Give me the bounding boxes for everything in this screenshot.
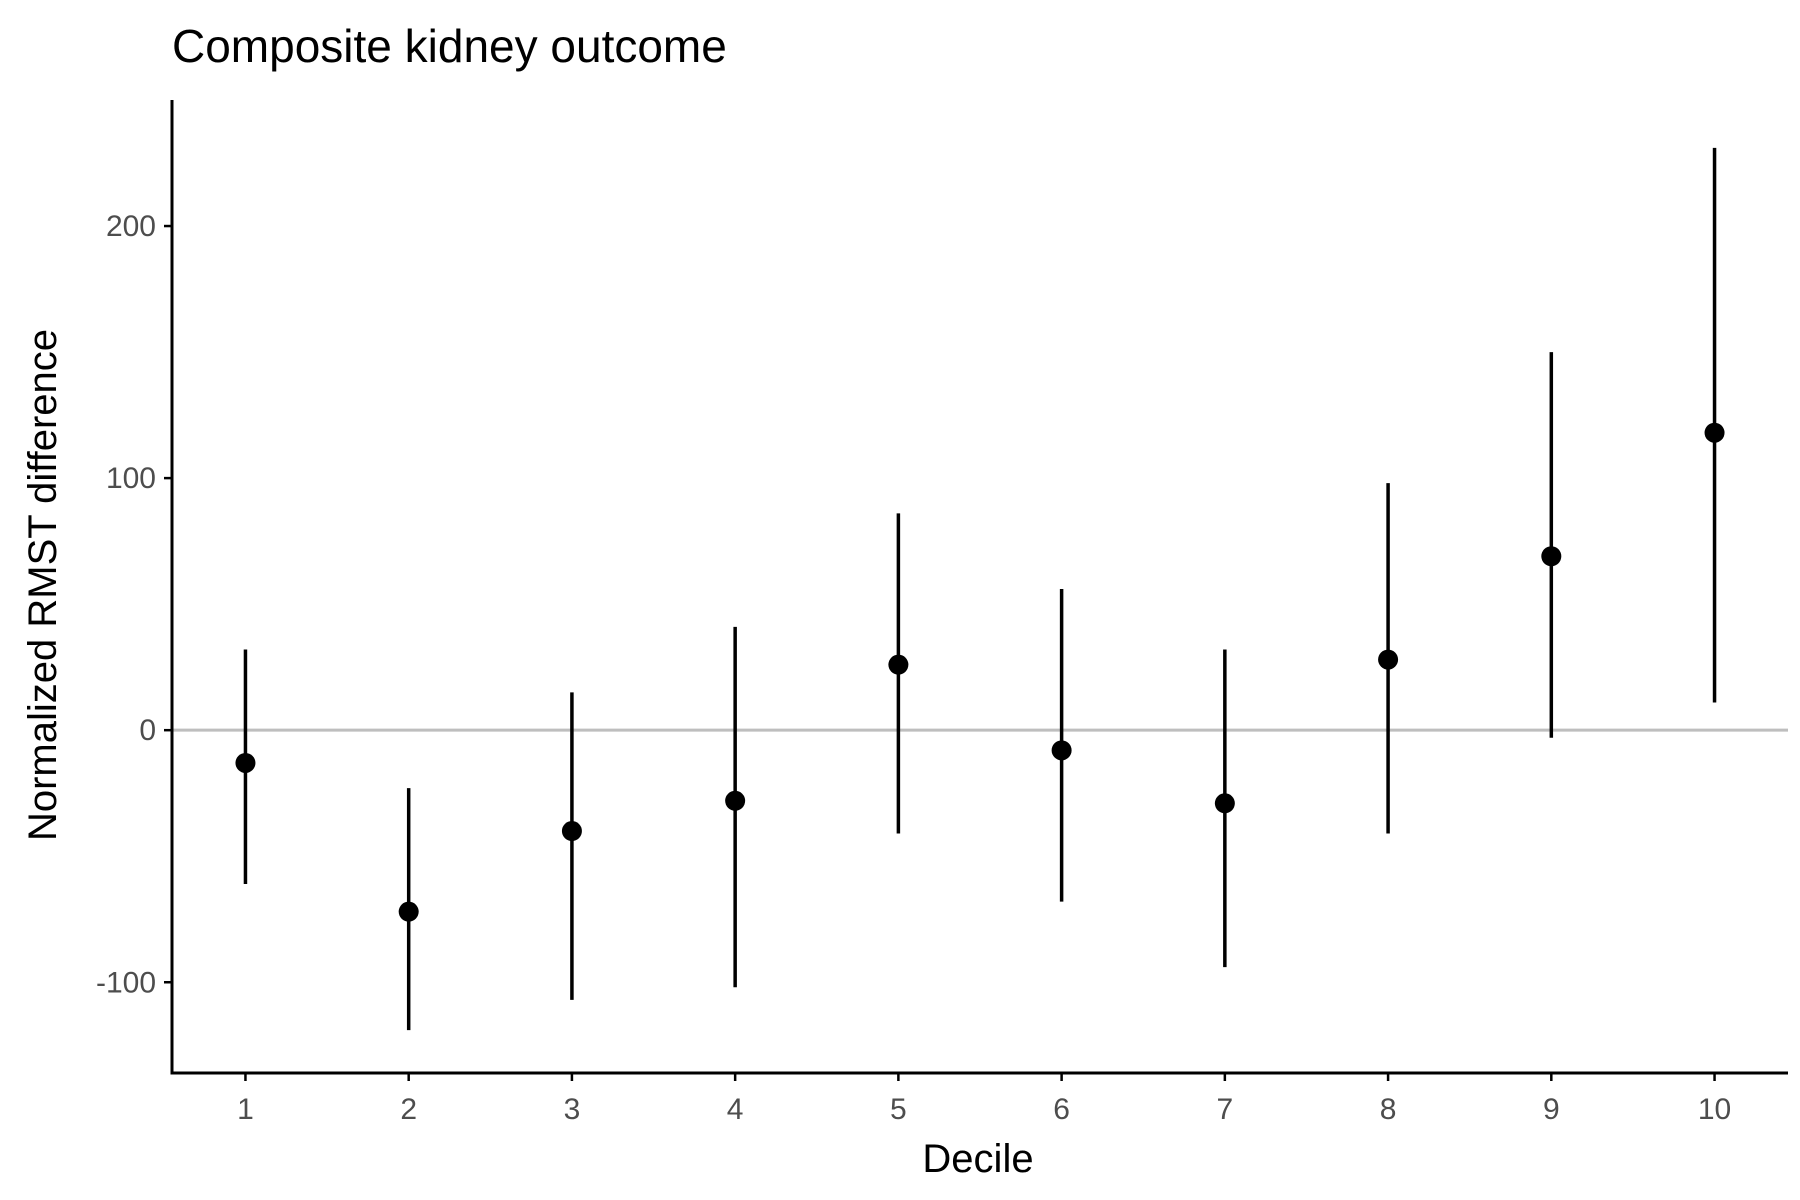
data-point bbox=[398, 901, 419, 922]
y-tick-label: 200 bbox=[106, 210, 156, 243]
x-tick-label: 6 bbox=[1053, 1093, 1070, 1126]
x-tick-label: 4 bbox=[727, 1093, 744, 1126]
data-point bbox=[1051, 740, 1072, 761]
x-tick-label: 7 bbox=[1217, 1093, 1234, 1126]
data-point bbox=[1541, 546, 1562, 567]
y-tick-label: 100 bbox=[106, 462, 156, 495]
data-point bbox=[1704, 422, 1725, 443]
data-point bbox=[725, 790, 746, 811]
data-point bbox=[1214, 793, 1235, 814]
y-tick-label: -100 bbox=[96, 966, 156, 999]
y-tick-label: 0 bbox=[139, 714, 156, 747]
x-tick-label: 8 bbox=[1380, 1093, 1397, 1126]
plot-panel: -100 0 100 200 1 2 3 4 5 6 7 8 9 10 bbox=[96, 100, 1788, 1126]
chart-title: Composite kidney outcome bbox=[172, 20, 727, 72]
data-point bbox=[1378, 649, 1399, 670]
x-tick-label: 9 bbox=[1543, 1093, 1560, 1126]
data-point bbox=[561, 821, 582, 842]
x-tick-label: 2 bbox=[400, 1093, 417, 1126]
data-point bbox=[888, 654, 909, 675]
data-point bbox=[235, 752, 256, 773]
x-axis-title: Decile bbox=[922, 1137, 1033, 1181]
y-axis-title: Normalized RMST difference bbox=[21, 329, 65, 841]
x-tick-label: 10 bbox=[1698, 1093, 1731, 1126]
x-tick-label: 1 bbox=[237, 1093, 254, 1126]
x-tick-label: 3 bbox=[564, 1093, 581, 1126]
x-tick-label: 5 bbox=[890, 1093, 907, 1126]
